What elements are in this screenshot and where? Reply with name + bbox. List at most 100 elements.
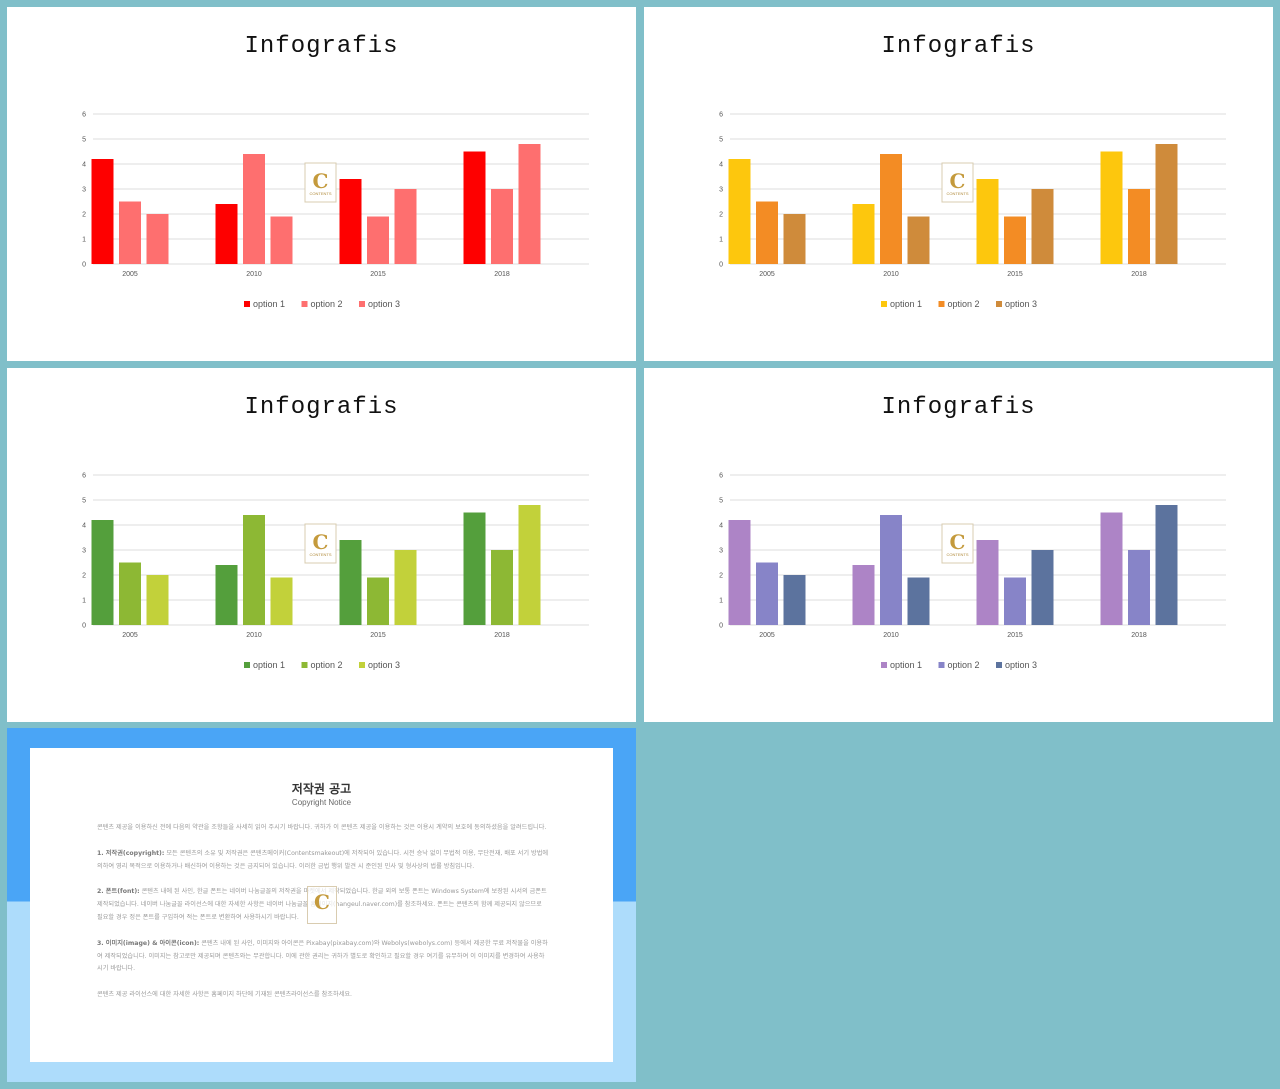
bar (394, 189, 417, 264)
slide-title: Infografis (244, 33, 399, 60)
legend-swatch (996, 301, 1002, 307)
watermark-frame (941, 523, 974, 564)
y-tick-label: 0 (719, 262, 723, 269)
legend-swatch (244, 301, 250, 307)
bar (463, 151, 486, 264)
bar (518, 144, 541, 264)
bar (146, 575, 169, 625)
bar (1004, 577, 1026, 625)
legend-swatch (881, 662, 887, 668)
slide-2: Infografis 0 1 2 3 4 5 6 2005 2010 2015 2018 option… (644, 7, 1273, 361)
y-tick-label: 5 (719, 137, 723, 144)
bar (907, 577, 930, 625)
legend-swatch (301, 662, 308, 668)
bar (976, 540, 999, 625)
legend-swatch (359, 301, 365, 307)
legend-label: option 2 (311, 660, 343, 670)
bar (91, 520, 114, 625)
bar (880, 515, 902, 625)
x-tick-label: 2018 (494, 632, 510, 639)
legend-swatch (244, 662, 250, 668)
bar-chart: 0 1 2 3 4 5 6 2005 2010 2015 2018 option 1 option 2 o… (719, 112, 1226, 309)
watermark-logo: C (307, 886, 337, 924)
legend-swatch (881, 301, 887, 307)
copyright-intro: 콘텐츠 제공을 이용하신 전에 다음의 약관을 조항들을 사세히 읽어 주시기 … (97, 824, 547, 831)
watermark-text: CONTENTS (947, 552, 969, 557)
legend-label: option 2 (311, 299, 343, 309)
x-tick-label: 2005 (759, 271, 775, 278)
watermark-letter: C (313, 169, 329, 193)
bar (243, 154, 265, 264)
bar (1155, 144, 1178, 264)
legend-label: option 3 (1005, 299, 1037, 309)
y-tick-label: 5 (82, 137, 86, 144)
section-text: 콘텐츠 내에 된 사인, 이미지와 아이콘은 Pixabay(pixabay.c… (97, 939, 548, 973)
watermark-text: CONTENTS (310, 191, 332, 196)
bar (518, 505, 541, 625)
copyright-card: 저작권 공고 Copyright Notice 콘텐츠 제공을 이용하신 전에 … (30, 748, 613, 1062)
bar (339, 179, 362, 264)
bar (119, 562, 141, 625)
bar (728, 520, 751, 625)
legend-swatch (996, 662, 1002, 668)
x-tick-label: 2005 (122, 632, 138, 639)
y-tick-label: 4 (82, 523, 86, 530)
bar (1155, 505, 1178, 625)
slide-1: Infografis 0 1 2 3 4 5 6 2005 2010 2015 2018 option… (7, 7, 636, 361)
watermark-frame (304, 523, 337, 564)
bar (1031, 189, 1054, 264)
x-tick-label: 2005 (759, 632, 775, 639)
bar (270, 577, 293, 625)
y-tick-label: 6 (719, 473, 723, 480)
bar (119, 201, 141, 264)
bar (1031, 550, 1054, 625)
bar (976, 179, 999, 264)
y-tick-label: 1 (719, 237, 723, 244)
bar (1128, 550, 1150, 625)
copyright-subtitle: Copyright Notice (291, 798, 352, 807)
legend-label: option 3 (1005, 660, 1037, 670)
slide-title: Infografis (244, 394, 399, 421)
y-tick-label: 3 (82, 187, 86, 194)
y-tick-label: 4 (82, 162, 86, 169)
slide-4: Infografis 0 1 2 3 4 5 6 2005 2010 2015 2018 option… (644, 368, 1273, 722)
bar (243, 515, 265, 625)
x-tick-label: 2015 (1007, 271, 1023, 278)
bar (1128, 189, 1150, 264)
x-tick-label: 2010 (246, 632, 262, 639)
bar (1100, 151, 1123, 264)
section-heading: 3. 이미지(image) & 아이콘(icon): (97, 939, 200, 947)
y-tick-label: 1 (82, 237, 86, 244)
bar-chart: 0 1 2 3 4 5 6 2005 2010 2015 2018 option 1 option 2 o… (82, 112, 589, 309)
copyright-outro: 콘텐츠 제공 라이선스에 대한 자세한 사항은 홈페이지 하단에 기재된 콘텐츠… (97, 991, 353, 999)
x-tick-label: 2018 (494, 271, 510, 278)
y-tick-label: 3 (719, 187, 723, 194)
watermark-letter: C (313, 530, 329, 554)
bar (1100, 512, 1123, 625)
bar (1004, 216, 1026, 264)
x-tick-label: 2010 (246, 271, 262, 278)
watermark-letter: C (950, 169, 966, 193)
x-tick-label: 2018 (1131, 271, 1147, 278)
x-tick-label: 2010 (883, 271, 899, 278)
bar (463, 512, 486, 625)
legend-label: option 3 (368, 299, 400, 309)
x-tick-label: 2018 (1131, 632, 1147, 639)
bar (367, 577, 389, 625)
bar (270, 216, 293, 264)
legend-swatch (938, 662, 945, 668)
y-tick-label: 0 (82, 623, 86, 630)
y-tick-label: 2 (82, 212, 86, 219)
y-tick-label: 4 (719, 523, 723, 530)
x-tick-label: 2015 (370, 271, 386, 278)
bar (783, 214, 806, 264)
y-tick-label: 5 (82, 498, 86, 505)
legend-swatch (359, 662, 365, 668)
watermark-frame (304, 162, 337, 203)
watermark-text: CONTENTS (310, 552, 332, 557)
bar (491, 189, 513, 264)
legend-label: option 1 (253, 299, 285, 309)
